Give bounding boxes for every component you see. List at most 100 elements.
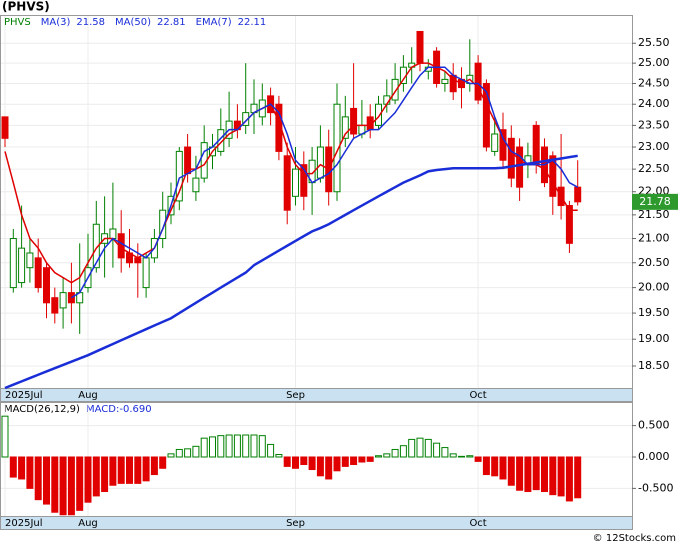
- candle-body: [67, 292, 75, 304]
- candle-body: [142, 257, 150, 289]
- macd-bar: [34, 456, 42, 501]
- candle-body: [499, 129, 507, 161]
- y-tick-label: 23.50: [638, 118, 670, 131]
- macd-bar: [350, 456, 358, 466]
- macd-bar: [375, 455, 382, 458]
- macd-label: MACD:-0.690: [86, 404, 152, 415]
- macd-bar: [192, 445, 200, 458]
- macd-bar: [225, 434, 233, 458]
- macd-bar: [275, 453, 283, 458]
- macd-bar: [358, 456, 366, 463]
- macd-bar: [101, 456, 109, 493]
- y-tick-label: 19.50: [638, 306, 670, 319]
- macd-bar: [84, 456, 92, 503]
- candle-body: [109, 228, 117, 240]
- y-tick-label: 25.00: [638, 56, 670, 69]
- macd-bar: [92, 456, 100, 497]
- price-tag: [632, 193, 678, 210]
- macd-bar: [549, 456, 557, 496]
- legend-value: 21.58: [76, 17, 105, 28]
- macd-bar: [524, 456, 532, 493]
- candle-body: [574, 186, 582, 203]
- chart-title: (PHVS): [2, 0, 50, 14]
- macd-bar: [325, 456, 333, 480]
- legend-entry: EMA(7): [196, 17, 232, 28]
- macd-bar: [441, 447, 449, 458]
- candle-body: [51, 297, 59, 314]
- x-tick-label: 2025Jul: [5, 518, 43, 529]
- macd-bar: [109, 456, 117, 486]
- macd-bar: [399, 445, 407, 458]
- candle-body: [532, 124, 540, 166]
- candle-body: [375, 103, 382, 126]
- macd-bar: [433, 442, 441, 458]
- macd-bar: [150, 456, 158, 476]
- macd-bar: [557, 456, 565, 497]
- macd-bar: [59, 456, 67, 516]
- macd-bar: [9, 456, 17, 478]
- macd-title: MACD(26,12,9): [4, 404, 80, 415]
- candle-body: [441, 78, 449, 84]
- candle-body: [283, 155, 291, 211]
- candle-body: [549, 155, 557, 197]
- date-strip: [0, 388, 633, 402]
- macd-bar: [1, 415, 9, 458]
- legend-entry: PHVS: [4, 17, 31, 28]
- macd-bar: [292, 456, 299, 469]
- macd-bar: [466, 455, 474, 458]
- candle-body: [192, 177, 200, 193]
- candle-body: [43, 267, 50, 304]
- price-tag-label: 21.78: [639, 195, 671, 208]
- legend-entry: MA(50): [115, 17, 151, 28]
- legend-entry: MA(3): [41, 17, 71, 28]
- macd-bar: [366, 456, 374, 462]
- macd-bar: [126, 456, 133, 484]
- candle-body: [416, 30, 424, 64]
- candle-body: [350, 107, 358, 135]
- candle-body: [482, 82, 490, 148]
- candle-body: [1, 116, 9, 139]
- y-tick-label: 23.00: [638, 140, 670, 153]
- x-tick-label: Sep: [286, 518, 305, 529]
- candle-body: [341, 116, 349, 139]
- date-strip: [0, 516, 633, 530]
- macd-bar: [67, 456, 75, 516]
- candle-body: [300, 164, 308, 197]
- candle-body: [159, 209, 167, 240]
- macd-bar: [200, 437, 208, 458]
- ma-line: [4, 154, 578, 390]
- y-tick-label: 19.00: [638, 332, 670, 345]
- y-tick-label: 20.00: [638, 281, 670, 294]
- x-tick-label: Sep: [286, 390, 305, 401]
- macd-bar: [134, 456, 142, 484]
- macd-bar: [167, 453, 175, 458]
- macd-bar: [175, 448, 183, 458]
- y-tick-label: 21.50: [638, 208, 670, 221]
- x-tick-label: Aug: [78, 390, 98, 401]
- macd-bar: [159, 456, 167, 469]
- macd-bar: [458, 455, 465, 458]
- macd-bar: [209, 436, 216, 458]
- macd-bar: [217, 435, 225, 458]
- macd-bar: [184, 448, 192, 458]
- candle-body: [9, 238, 17, 289]
- y-tick-label: 18.50: [638, 359, 670, 372]
- y-tick-label: 25.50: [638, 36, 670, 49]
- macd-bar: [76, 456, 84, 511]
- y-tick-label: 20.50: [638, 256, 670, 269]
- ma-line: [4, 62, 578, 284]
- macd-bar: [26, 456, 34, 489]
- macd-bar: [300, 456, 308, 466]
- macd-bar: [308, 456, 316, 471]
- macd-bar: [283, 456, 291, 467]
- macd-bar: [43, 456, 50, 505]
- macd-bar: [383, 453, 391, 458]
- macd-bar: [391, 448, 399, 458]
- x-tick-label: 2025Jul: [5, 390, 43, 401]
- macd-bar: [341, 456, 349, 467]
- macd-bar: [532, 456, 540, 491]
- macd-bar: [117, 456, 125, 484]
- candle-body: [275, 103, 283, 152]
- candle-body: [333, 103, 341, 193]
- macd-bar: [416, 437, 424, 458]
